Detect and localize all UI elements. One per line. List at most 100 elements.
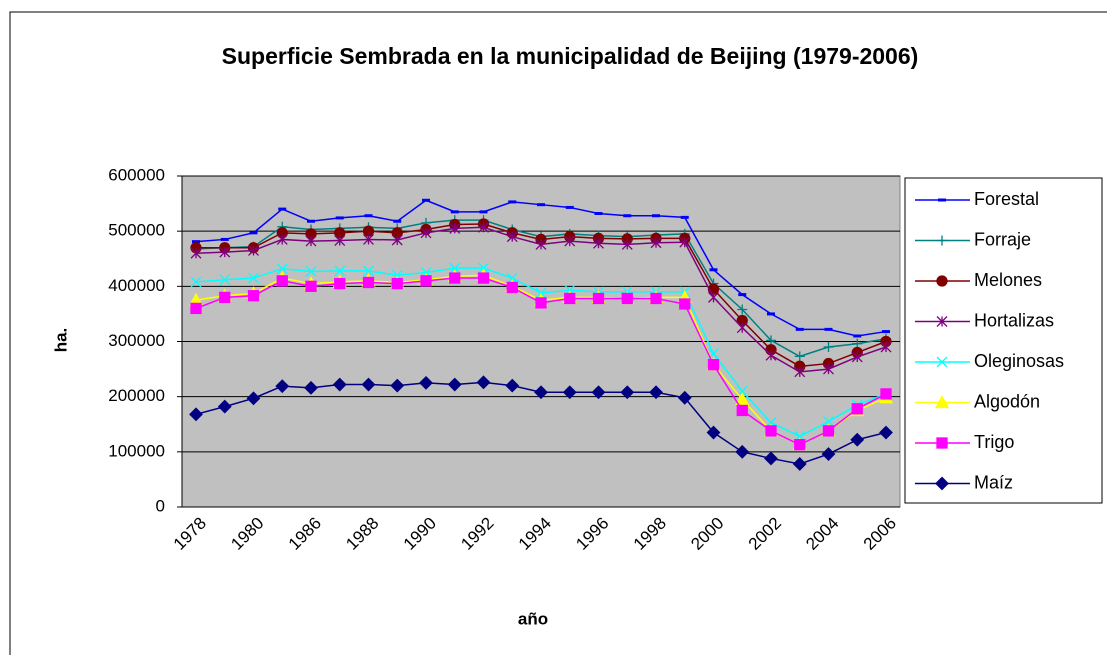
y-axis-label: ha. <box>51 328 70 353</box>
point <box>737 304 748 315</box>
point <box>334 265 346 277</box>
point <box>620 385 635 400</box>
point <box>880 341 892 353</box>
point <box>334 235 346 247</box>
point <box>189 407 203 422</box>
point <box>792 457 807 471</box>
point <box>592 292 605 305</box>
point <box>506 231 518 243</box>
point <box>447 377 462 392</box>
point <box>851 351 863 363</box>
point <box>190 276 202 288</box>
point <box>736 404 748 417</box>
point <box>248 272 259 284</box>
point <box>391 234 403 246</box>
point <box>593 237 604 249</box>
point <box>275 379 290 394</box>
point <box>190 247 202 259</box>
legend-label: Trigo <box>974 432 1014 452</box>
point <box>535 297 547 309</box>
point <box>246 391 261 406</box>
point <box>650 237 662 249</box>
point <box>621 238 633 250</box>
legend-marker <box>937 235 947 246</box>
point <box>564 292 576 305</box>
point <box>880 388 892 400</box>
point <box>735 444 750 459</box>
legend-label: Algodón <box>974 391 1040 411</box>
point <box>823 342 834 353</box>
point <box>823 363 834 375</box>
legend-box <box>904 177 1103 504</box>
y-tick-label: 100000 <box>108 441 165 460</box>
point <box>735 392 750 406</box>
point <box>851 403 863 415</box>
point <box>679 236 691 248</box>
point <box>765 425 777 437</box>
point <box>276 233 288 245</box>
point <box>449 262 461 274</box>
point <box>478 221 489 233</box>
y-tick-label: 200000 <box>108 386 165 405</box>
point <box>535 238 547 250</box>
point <box>217 399 232 414</box>
chart-title: Superficie Sembrada en la municipalidad … <box>221 43 919 69</box>
point <box>361 377 376 392</box>
point <box>363 233 374 245</box>
point <box>449 222 461 234</box>
point <box>650 292 662 305</box>
point <box>562 385 577 400</box>
point <box>362 276 375 289</box>
point <box>794 439 806 451</box>
point <box>823 416 834 427</box>
point <box>363 265 374 277</box>
point <box>564 235 576 247</box>
legend-label: Melones <box>974 270 1042 290</box>
point <box>219 274 231 286</box>
point <box>332 377 347 392</box>
point <box>821 447 836 461</box>
point <box>190 302 202 315</box>
point <box>276 275 288 287</box>
point <box>219 246 231 258</box>
point <box>534 385 548 400</box>
point <box>305 265 317 277</box>
point <box>794 366 806 378</box>
legend-marker <box>934 395 950 409</box>
point <box>390 378 405 393</box>
point <box>879 425 893 440</box>
point <box>765 349 777 361</box>
y-tick-label: 400000 <box>108 276 165 295</box>
point <box>649 385 663 400</box>
point <box>305 280 317 292</box>
point <box>420 227 432 239</box>
point <box>707 359 720 371</box>
legend-label: Oleginosas <box>974 351 1064 371</box>
y-tick-label: 500000 <box>108 221 165 240</box>
point <box>420 275 432 287</box>
x-axis-label: año <box>518 609 548 628</box>
point <box>247 290 260 302</box>
legend-label: Forestal <box>974 189 1039 209</box>
point <box>708 291 719 303</box>
point <box>449 272 461 284</box>
point <box>677 390 692 405</box>
point <box>679 298 691 310</box>
point <box>506 272 518 284</box>
point <box>621 292 633 305</box>
point <box>305 235 317 247</box>
point <box>476 375 491 390</box>
point <box>822 425 835 437</box>
point <box>736 322 748 334</box>
point <box>591 385 606 400</box>
legend-marker <box>935 476 949 491</box>
point <box>794 351 805 362</box>
point <box>505 378 520 393</box>
legend-marker <box>936 356 948 368</box>
point <box>276 263 288 275</box>
legend-label: Hortalizas <box>974 310 1054 330</box>
y-tick-label: 300000 <box>108 331 165 350</box>
point <box>334 277 346 290</box>
point <box>477 272 490 284</box>
